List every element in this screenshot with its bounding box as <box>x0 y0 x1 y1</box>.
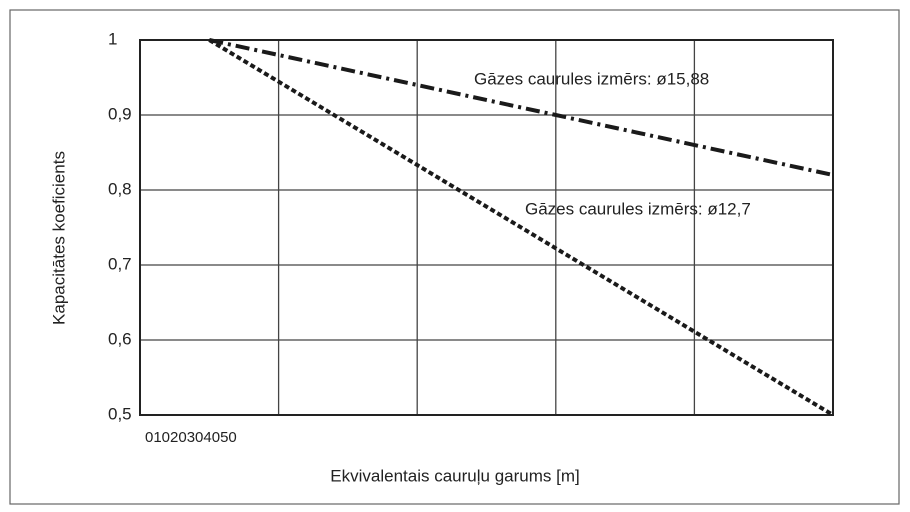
x-tick-label: 50 <box>220 429 237 446</box>
series-label: Gāzes caurules izmērs: ø12,7 <box>525 199 751 218</box>
frame <box>9 9 900 505</box>
y-axis-label: Kapacitātes koeficients <box>49 151 68 325</box>
x-axis-label: Ekvivalentais cauruļu garums [m] <box>330 466 579 485</box>
y-tick-label: 0,5 <box>108 404 132 423</box>
x-tick-label: 0 <box>145 429 153 446</box>
x-tick-label: 20 <box>170 429 187 446</box>
x-tick-label: 30 <box>187 429 204 446</box>
y-tick-label: 0,8 <box>108 179 132 198</box>
y-tick-label: 0,6 <box>108 329 132 348</box>
x-tick-label: 10 <box>153 429 170 446</box>
x-tick-label: 40 <box>203 429 220 446</box>
y-tick-label: 1 <box>108 29 117 48</box>
plot-border <box>139 39 834 416</box>
series-line <box>208 38 835 417</box>
y-tick-label: 0,7 <box>108 254 132 273</box>
y-tick-label: 0,9 <box>108 104 132 123</box>
series-label: Gāzes caurules izmērs: ø15,88 <box>474 69 709 88</box>
